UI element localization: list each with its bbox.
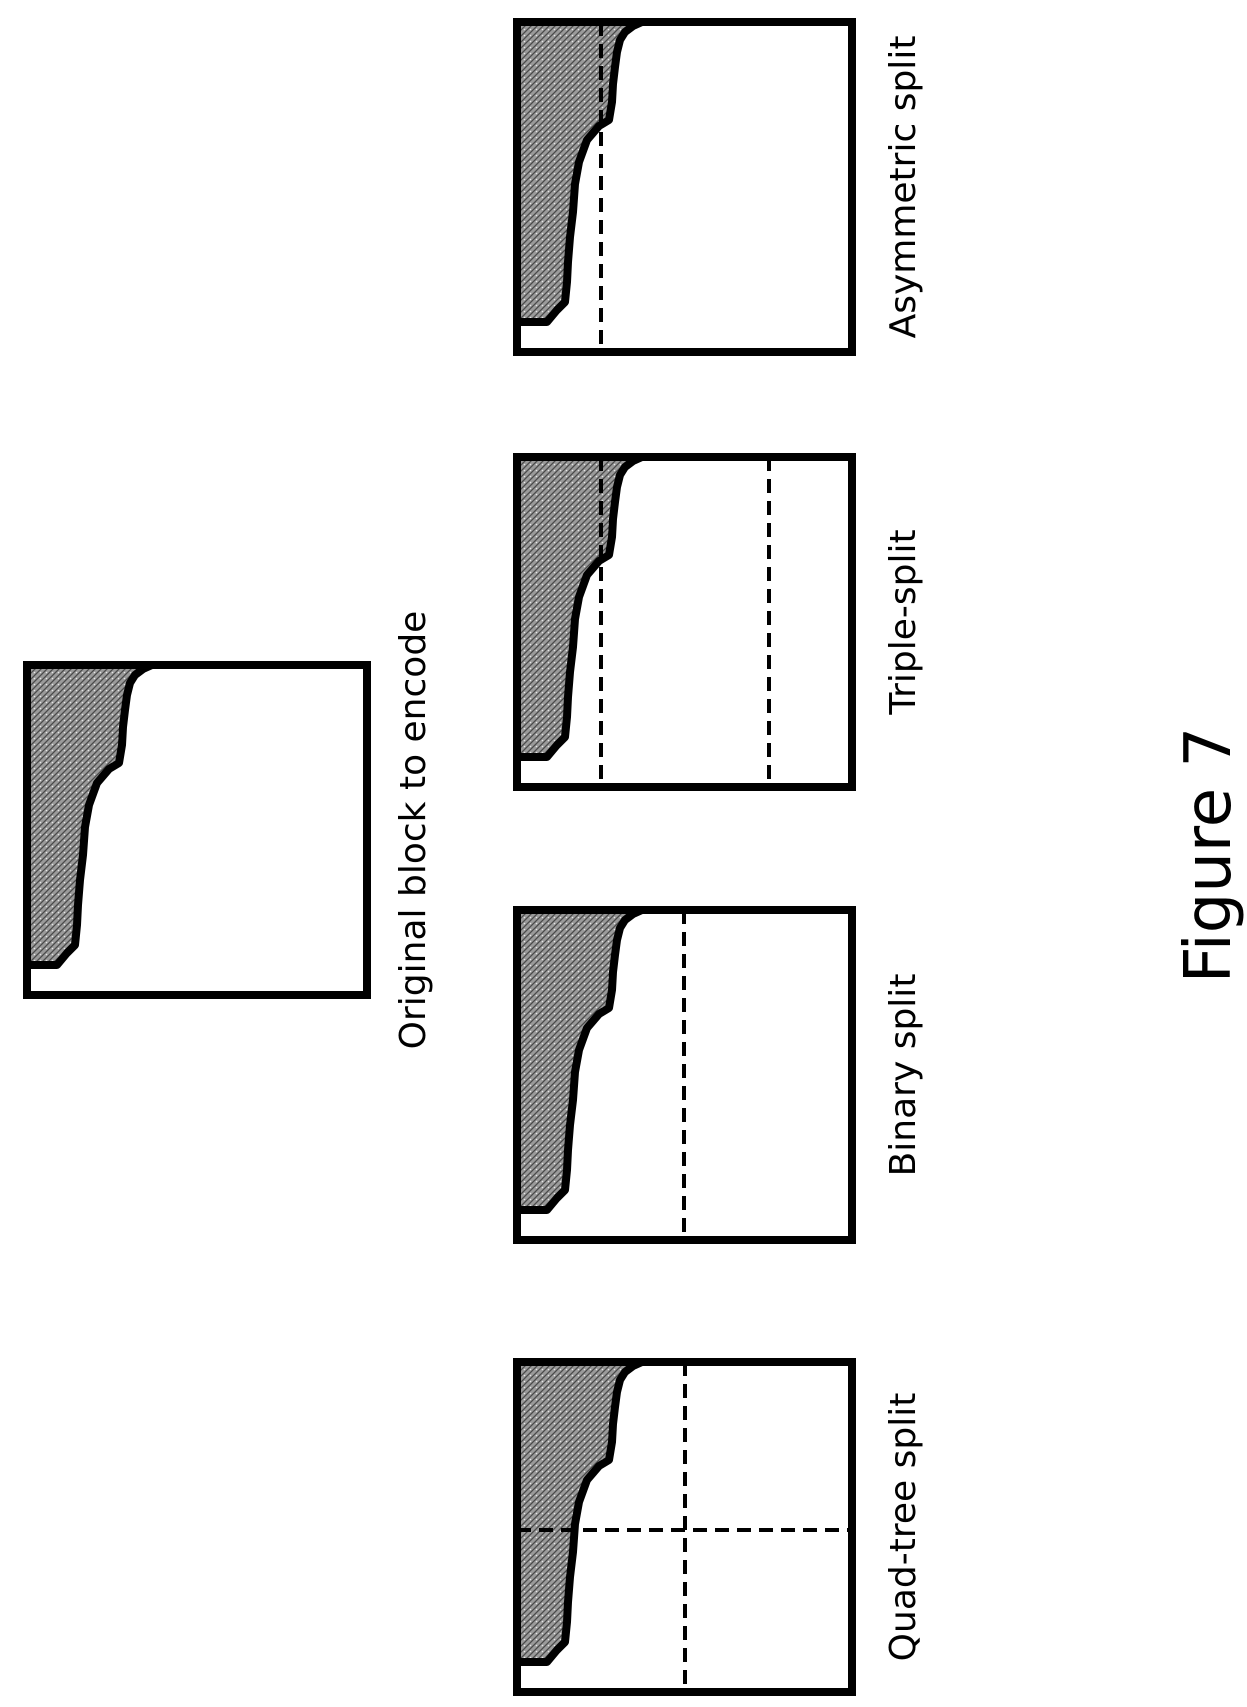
quad-tree-split-label: Quad-tree split bbox=[883, 1393, 924, 1662]
figure-caption: Figure 7 bbox=[1172, 727, 1246, 983]
asymmetric-split-label: Asymmetric split bbox=[883, 36, 924, 339]
original-block bbox=[23, 661, 371, 999]
binary-split-block bbox=[513, 906, 856, 1244]
binary-split-label: Binary split bbox=[883, 974, 924, 1177]
original-block-label: Original block to encode bbox=[393, 611, 434, 1050]
triple-split-label: Triple-split bbox=[883, 529, 924, 715]
asymmetric-split-block bbox=[513, 18, 856, 356]
triple-split-block bbox=[513, 453, 856, 791]
quad-tree-split-block bbox=[513, 1358, 856, 1696]
